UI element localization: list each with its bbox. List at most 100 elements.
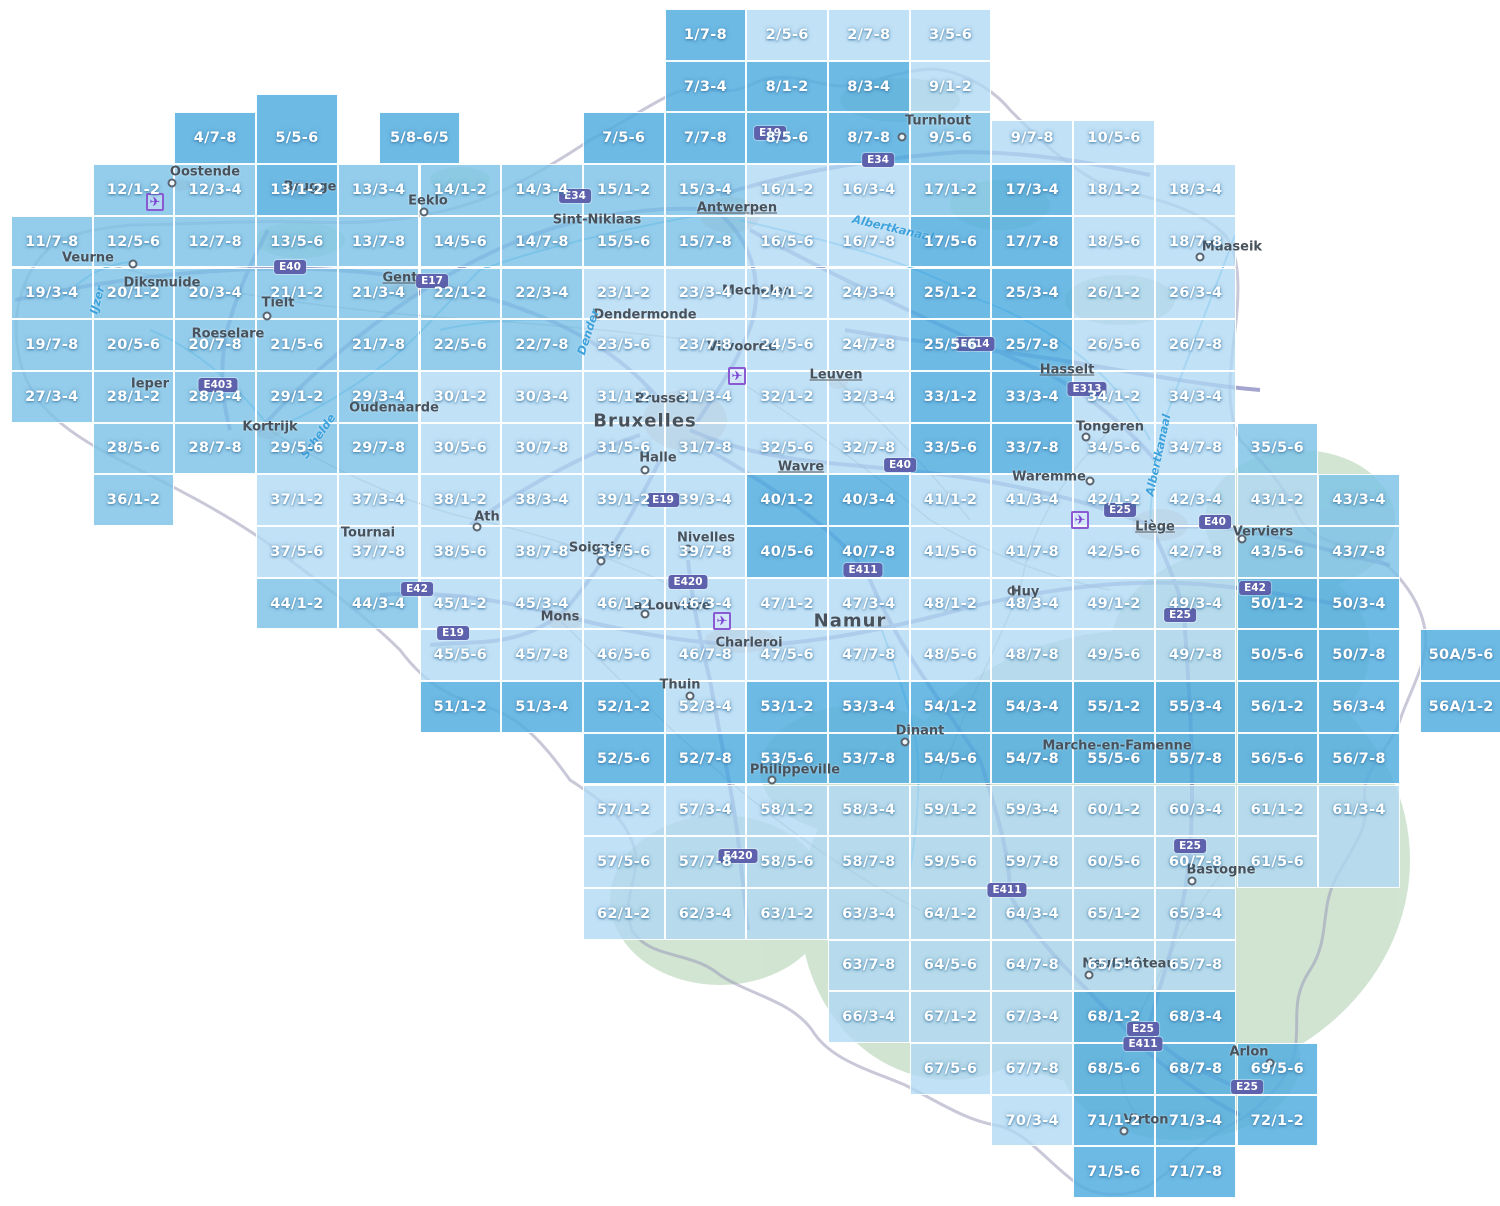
map-tile-43/3-4[interactable]: [1318, 474, 1400, 526]
map-tile-7/5-6[interactable]: [582, 112, 665, 165]
map-tile-2/7-8[interactable]: [828, 9, 910, 61]
map-tile-52/5-6[interactable]: [582, 732, 665, 785]
map-tile-21/3-4[interactable]: [337, 267, 420, 320]
map-tile-71/3-4[interactable]: [1154, 1094, 1237, 1147]
map-tile-27/3-4[interactable]: [11, 370, 93, 423]
map-tile-45/1-2[interactable]: [419, 577, 502, 630]
map-tile-54/1-2[interactable]: [909, 681, 992, 733]
map-tile-28/5-6[interactable]: [92, 422, 175, 475]
map-tile-51/3-4[interactable]: [501, 681, 583, 733]
map-tile-55/7-8[interactable]: [1154, 732, 1237, 785]
map-tile-8/3-4[interactable]: [828, 60, 910, 113]
map-tile-22/5-6[interactable]: [419, 319, 502, 371]
map-tile-60/5-6[interactable]: [1073, 836, 1155, 888]
map-tile-17/7-8[interactable]: [991, 215, 1074, 268]
map-tile-43/1-2[interactable]: [1236, 474, 1319, 526]
map-tile-38/7-8[interactable]: [501, 526, 583, 578]
map-tile-48/7-8[interactable]: [991, 629, 1074, 682]
map-tile-14/5-6[interactable]: [419, 215, 502, 268]
map-tile-1/7-8[interactable]: [664, 9, 747, 61]
map-tile-65/1-2[interactable]: [1073, 887, 1155, 940]
map-tile-40/5-6[interactable]: [746, 526, 828, 578]
map-tile-22/1-2[interactable]: [419, 267, 502, 320]
map-tile-62/1-2[interactable]: [582, 887, 665, 940]
map-tile-58/3-4[interactable]: [828, 784, 910, 837]
map-tile-56/1-2[interactable]: [1236, 681, 1319, 733]
map-tile-31/3-4[interactable]: [664, 370, 747, 423]
map-tile-18/5-6[interactable]: [1073, 215, 1155, 268]
map-tile-10/5-6[interactable]: [1073, 120, 1155, 165]
map-tile-29/3-4[interactable]: [337, 370, 420, 423]
map-tile-26/1-2[interactable]: [1073, 267, 1155, 320]
map-tile-25/1-2[interactable]: [909, 267, 992, 320]
map-tile-68/1-2[interactable]: [1073, 991, 1155, 1043]
map-tile-7/7-8[interactable]: [664, 112, 747, 165]
map-tile-20/7-8[interactable]: [174, 319, 257, 371]
map-tile-13/7-8[interactable]: [337, 215, 420, 268]
map-tile-68/3-4[interactable]: [1154, 991, 1237, 1043]
map-tile-25/7-8[interactable]: [991, 319, 1074, 371]
map-tile-46/3-4[interactable]: [664, 577, 747, 630]
map-tile-20/5-6[interactable]: [92, 319, 175, 371]
map-tile-56/7-8[interactable]: [1318, 732, 1400, 785]
map-tile-46/5-6[interactable]: [582, 629, 665, 682]
map-tile-31/1-2[interactable]: [582, 370, 665, 423]
map-tile-41/5-6[interactable]: [909, 526, 992, 578]
map-tile-29/5-6[interactable]: [256, 422, 338, 475]
map-tile-34/5-6[interactable]: [1073, 422, 1155, 475]
map-tile-41/7-8[interactable]: [991, 526, 1074, 578]
map-tile-24/5-6[interactable]: [746, 319, 828, 371]
map-tile-45/5-6[interactable]: [419, 629, 502, 682]
map-tile-39/1-2[interactable]: [582, 474, 665, 526]
map-tile-59/1-2[interactable]: [909, 784, 992, 837]
map-tile-42/3-4[interactable]: [1154, 474, 1237, 526]
map-tile-63/1-2[interactable]: [746, 887, 828, 940]
map-tile-29/1-2[interactable]: [256, 370, 338, 423]
map-tile-65/5-6[interactable]: [1073, 939, 1155, 992]
map-tile-33/5-6[interactable]: [909, 422, 992, 475]
map-tile-43/7-8[interactable]: [1318, 526, 1400, 578]
map-tile-71/5-6[interactable]: [1073, 1146, 1155, 1199]
map-tile-39/3-4[interactable]: [664, 474, 747, 526]
map-tile-15/1-2[interactable]: [582, 164, 665, 216]
map-tile-68/5-6[interactable]: [1073, 1043, 1155, 1095]
map-tile-62/3-4[interactable]: [664, 887, 747, 940]
map-tile-46/7-8[interactable]: [664, 629, 747, 682]
map-tile-69/5-6[interactable]: [1236, 1043, 1319, 1095]
map-tile-9/7-8[interactable]: [991, 120, 1074, 165]
map-tile-49/1-2[interactable]: [1073, 577, 1155, 630]
map-tile-41/1-2[interactable]: [909, 474, 992, 526]
map-tile-57/1-2[interactable]: [582, 784, 665, 837]
map-tile-15/5-6[interactable]: [582, 215, 665, 268]
map-tile-50/7-8[interactable]: [1318, 629, 1400, 682]
map-tile-59/7-8[interactable]: [991, 836, 1074, 888]
map-tile-32/1-2[interactable]: [746, 370, 828, 423]
map-tile-19/7-8[interactable]: [11, 319, 93, 371]
map-tile-71/1-2[interactable]: [1073, 1094, 1155, 1147]
map-tile-13/3-4[interactable]: [337, 164, 420, 216]
map-tile-71/7-8[interactable]: [1154, 1146, 1237, 1199]
map-tile-40/1-2[interactable]: [746, 474, 828, 526]
map-tile-36/1-2[interactable]: [92, 474, 175, 526]
map-tile-17/5-6[interactable]: [909, 215, 992, 268]
map-tile-47/1-2[interactable]: [746, 577, 828, 630]
map-tile-22/3-4[interactable]: [501, 267, 583, 320]
map-tile-12/1-2[interactable]: [92, 164, 175, 216]
map-tile-49/5-6[interactable]: [1073, 629, 1155, 682]
map-tile-57/5-6[interactable]: [582, 836, 665, 888]
map-tile-25/3-4[interactable]: [991, 267, 1074, 320]
map-tile-57/3-4[interactable]: [664, 784, 747, 837]
map-tile-32/5-6[interactable]: [746, 422, 828, 475]
map-tile-23/5-6[interactable]: [582, 319, 665, 371]
map-tile-30/3-4[interactable]: [501, 370, 583, 423]
map-tile-59/5-6[interactable]: [909, 836, 992, 888]
map-tile-5/5-6[interactable]: [256, 94, 338, 165]
map-tile-52/1-2[interactable]: [582, 681, 665, 733]
map-tile-64/7-8[interactable]: [991, 939, 1074, 992]
map-tile-45/7-8[interactable]: [501, 629, 583, 682]
map-tile-14/1-2[interactable]: [419, 164, 502, 216]
map-tile-47/7-8[interactable]: [828, 629, 910, 682]
map-tile-28/1-2[interactable]: [92, 370, 175, 423]
map-tile-26/3-4[interactable]: [1154, 267, 1237, 320]
map-tile-5/8-6/5[interactable]: [378, 112, 461, 165]
